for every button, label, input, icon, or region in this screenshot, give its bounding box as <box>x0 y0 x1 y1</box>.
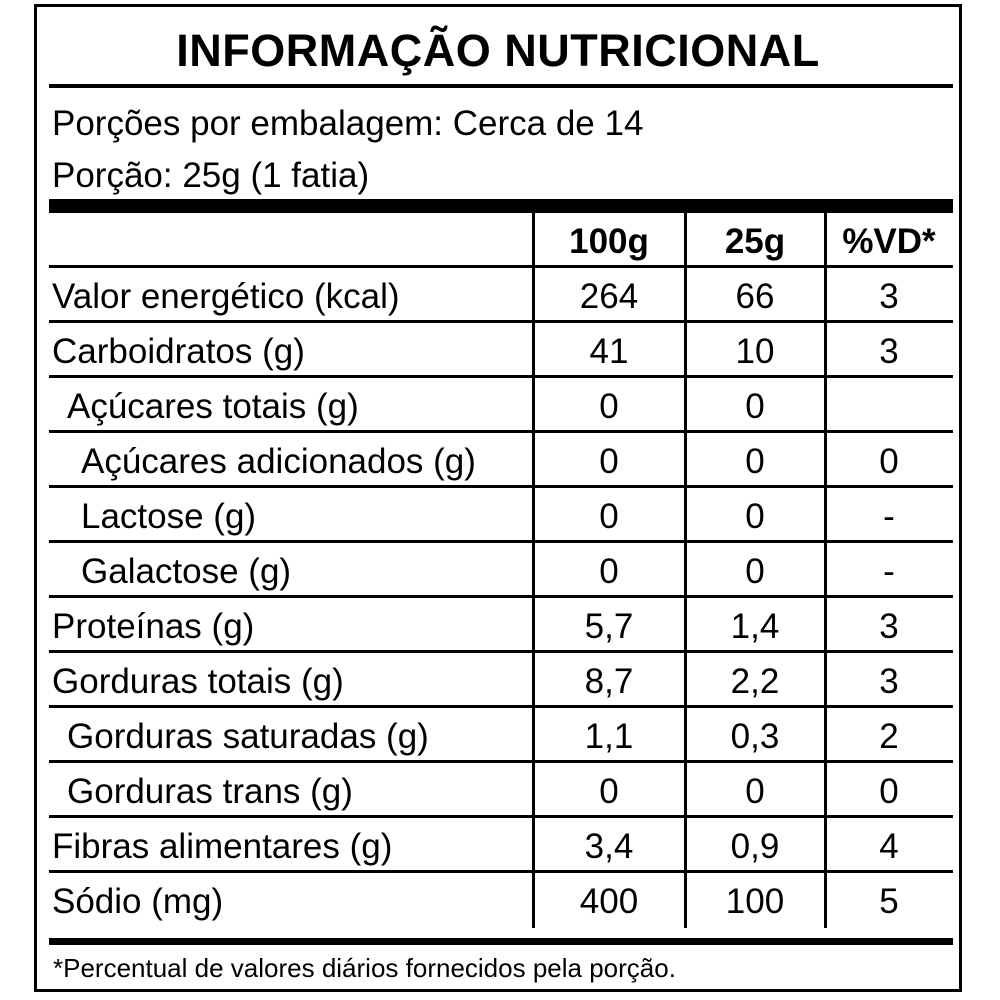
nutrient-name: Galactose (g) <box>81 552 292 591</box>
nutrient-value: 3 <box>879 277 899 316</box>
nutrient-value: - <box>883 552 895 591</box>
nutrient-name: Lactose (g) <box>81 497 257 536</box>
nutrient-value <box>825 380 953 434</box>
row-divider <box>49 430 953 433</box>
nutrient-value: 0 <box>745 387 765 426</box>
nutrient-value: 0 <box>599 552 619 591</box>
row-divider <box>49 650 953 653</box>
nutrient-value: 3 <box>879 662 899 701</box>
nutrient-value: 4 <box>879 827 899 866</box>
row-divider <box>49 705 953 708</box>
row-divider <box>49 485 953 488</box>
thick-divider-top <box>49 199 953 213</box>
nutrient-value: 0 <box>599 387 619 426</box>
row-divider <box>49 375 953 378</box>
nutrient-value: 3 <box>879 607 899 646</box>
nutrient-name: Açúcares adicionados (g) <box>81 442 476 481</box>
nutrient-name: Gorduras trans (g) <box>67 772 353 811</box>
nutrient-value: 0 <box>879 772 899 811</box>
nutrient-value: 0 <box>599 442 619 481</box>
nutrient-value: 2,2 <box>730 662 780 701</box>
nutrient-name: Proteínas (g) <box>52 607 255 646</box>
nutrient-value: 0,3 <box>730 717 780 756</box>
nutrient-value: 2 <box>879 717 899 756</box>
nutrient-value: 0 <box>745 772 765 811</box>
nutrient-value: 66 <box>735 277 775 316</box>
thick-divider-bottom <box>49 938 953 945</box>
nutrient-value: 5 <box>879 882 899 921</box>
column-divider <box>684 213 687 928</box>
nutrient-name: Fibras alimentares (g) <box>52 827 393 866</box>
nutrition-facts-label: INFORMAÇÃO NUTRICIONAL Porções por embal… <box>34 4 962 992</box>
nutrient-value: 0 <box>745 442 765 481</box>
nutrient-name: Sódio (mg) <box>52 882 224 921</box>
nutrient-value: 400 <box>579 882 639 921</box>
column-header: 100g <box>569 222 649 261</box>
label-title: INFORMAÇÃO NUTRICIONAL <box>176 25 820 76</box>
nutrient-value: 1,1 <box>584 717 634 756</box>
nutrient-value: 5,7 <box>584 607 634 646</box>
nutrient-name: Carboidratos (g) <box>52 332 305 371</box>
nutrient-value: 0 <box>879 442 899 481</box>
nutrient-value: 0 <box>745 497 765 536</box>
nutrient-value: 0,9 <box>730 827 780 866</box>
row-divider <box>49 760 953 763</box>
nutrient-name: Valor energético (kcal) <box>52 277 400 316</box>
nutrient-value: 1,4 <box>730 607 780 646</box>
title-divider <box>49 84 953 88</box>
serving-size: Porção: 25g (1 fatia) <box>52 156 370 195</box>
row-divider <box>49 870 953 873</box>
daily-value-footnote: *Percentual de valores diários fornecido… <box>53 953 676 983</box>
column-header: %VD* <box>842 222 936 261</box>
nutrient-value: 0 <box>599 772 619 811</box>
row-divider <box>49 540 953 543</box>
nutrient-value: 10 <box>735 332 775 371</box>
nutrient-value: 3 <box>879 332 899 371</box>
servings-per-package: Porções por embalagem: Cerca de 14 <box>52 104 644 143</box>
nutrient-value: 264 <box>579 277 639 316</box>
nutrient-value: 41 <box>589 332 629 371</box>
nutrient-value: 0 <box>599 497 619 536</box>
nutrient-name: Açúcares totais (g) <box>67 387 359 426</box>
row-divider <box>49 815 953 818</box>
column-divider <box>532 213 535 928</box>
column-header: 25g <box>724 222 786 261</box>
row-divider <box>49 595 953 598</box>
row-divider <box>49 320 953 323</box>
nutrient-name: Gorduras totais (g) <box>52 662 344 701</box>
nutrient-value: 3,4 <box>584 827 634 866</box>
row-divider <box>49 265 953 268</box>
nutrient-value: 0 <box>745 552 765 591</box>
nutrient-name: Gorduras saturadas (g) <box>67 717 429 756</box>
nutrient-value: 8,7 <box>584 662 634 701</box>
column-divider <box>824 213 827 928</box>
nutrient-value: - <box>883 497 895 536</box>
nutrient-value: 100 <box>725 882 785 921</box>
